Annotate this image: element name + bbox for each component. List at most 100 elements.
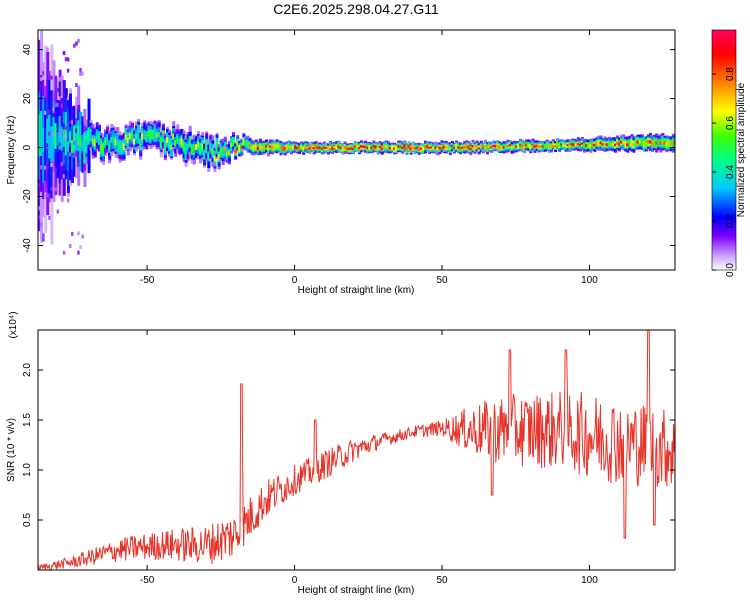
heatmap-cell	[213, 155, 217, 162]
heatmap-cell	[58, 96, 62, 101]
heatmap-cell	[355, 145, 359, 148]
heatmap-cell	[628, 141, 632, 145]
heatmap-cell	[203, 151, 207, 158]
heatmap-cell	[440, 145, 444, 148]
heatmap-cell	[382, 145, 386, 149]
heatmap-cell	[661, 140, 665, 144]
heatmap-cell	[161, 133, 165, 139]
heatmap-cell	[665, 142, 669, 146]
heatmap-cell	[42, 233, 45, 238]
heatmap-cell	[593, 143, 597, 147]
heatmap-cell	[130, 132, 134, 138]
heatmap-cell	[494, 144, 498, 148]
heatmap-cell	[483, 145, 487, 148]
heatmap-cell	[572, 143, 576, 146]
heatmap-cell	[651, 141, 655, 146]
y-tick-label: 0.5	[22, 513, 33, 527]
heatmap-cell	[69, 152, 72, 157]
heatmap-cell	[320, 147, 324, 150]
heatmap-cell	[64, 125, 68, 130]
heatmap-cell	[605, 143, 609, 146]
x-tick-label: -50	[140, 275, 155, 286]
heatmap-cell	[46, 143, 49, 148]
heatmap-cell	[403, 145, 407, 148]
heatmap-cell	[205, 143, 209, 150]
heatmap-cell	[459, 147, 463, 150]
heatmap-cell	[215, 143, 219, 149]
heatmap-cell	[186, 143, 190, 150]
heatmap-cell	[275, 145, 279, 148]
heatmap-cell	[618, 142, 622, 146]
heatmap-cell	[463, 146, 467, 149]
heatmap-cell	[556, 142, 560, 145]
heatmap-cell	[38, 215, 41, 220]
y-tick-label: -40	[22, 238, 33, 253]
heatmap-cell	[519, 144, 522, 147]
heatmap-cell	[576, 142, 580, 146]
heatmap-cell	[184, 148, 188, 154]
heatmap-cell	[118, 144, 122, 150]
heatmap-cell	[529, 145, 533, 148]
snr-y-label: SNR (10 * v/v)	[6, 418, 17, 482]
heatmap-cell	[287, 145, 291, 148]
heatmap-cell	[238, 147, 242, 151]
heatmap-cell	[318, 146, 322, 149]
heatmap-cell	[477, 147, 481, 150]
heatmap-cell	[640, 140, 644, 144]
heatmap-cell	[209, 144, 213, 150]
heatmap-cell	[207, 153, 211, 160]
y-tick-label: 2.0	[22, 363, 33, 377]
heatmap-cell	[135, 133, 138, 140]
heatmap-cell	[669, 142, 673, 146]
heatmap-cell	[345, 147, 349, 150]
heatmap-cell	[281, 147, 285, 150]
heatmap-cell	[609, 143, 613, 146]
heatmap-cell	[79, 67, 82, 72]
heatmap-cell	[182, 143, 186, 149]
heatmap-cell	[304, 145, 308, 148]
heatmap-cell	[83, 140, 87, 156]
heatmap-cell	[277, 145, 281, 148]
heatmap-cell	[75, 41, 78, 46]
spectrogram-x-ticks: -50 0 50 100	[140, 30, 598, 286]
spectrogram-y-label: Frequency (Hz)	[6, 116, 17, 185]
heatmap-cell	[52, 132, 55, 137]
heatmap-cell	[199, 146, 202, 152]
heatmap-cell	[624, 142, 628, 146]
heatmap-cell	[296, 146, 299, 150]
heatmap-cell	[611, 142, 615, 146]
heatmap-cell	[64, 134, 68, 139]
heatmap-cell	[258, 145, 262, 149]
heatmap-cell	[163, 143, 167, 150]
y-tick-label: -20	[22, 189, 33, 204]
heatmap-cell	[591, 143, 595, 146]
heatmap-cell	[475, 144, 479, 148]
snr-multiplier-label: (x10⁴)	[8, 311, 19, 338]
heatmap-cell	[471, 145, 475, 148]
heatmap-cell	[397, 145, 401, 148]
heatmap-cell	[71, 231, 74, 236]
heatmap-cell	[541, 145, 545, 148]
x-tick-label: 0	[292, 575, 298, 586]
heatmap-cell	[91, 138, 95, 145]
heatmap-cell	[411, 145, 415, 148]
heatmap-cell	[149, 131, 153, 138]
heatmap-cell	[347, 147, 351, 150]
heatmap-cell	[644, 142, 648, 146]
heatmap-cell	[595, 142, 599, 145]
heatmap-cell	[108, 143, 112, 150]
heatmap-cell	[126, 137, 130, 144]
heatmap-cell	[265, 144, 269, 148]
spectrogram-y-ticks: -40 -20 0 20 40	[22, 44, 675, 253]
heatmap-cell	[486, 146, 489, 150]
heatmap-cell	[638, 140, 642, 144]
heatmap-cell	[263, 145, 266, 149]
heatmap-cell	[607, 142, 611, 146]
heatmap-cell	[250, 146, 254, 149]
heatmap-cell	[539, 145, 543, 148]
heatmap-cell	[339, 146, 343, 150]
heatmap-cell	[157, 132, 161, 138]
heatmap-cell	[657, 141, 661, 145]
heatmap-cell	[227, 150, 231, 155]
colorbar-gradient	[711, 29, 737, 271]
